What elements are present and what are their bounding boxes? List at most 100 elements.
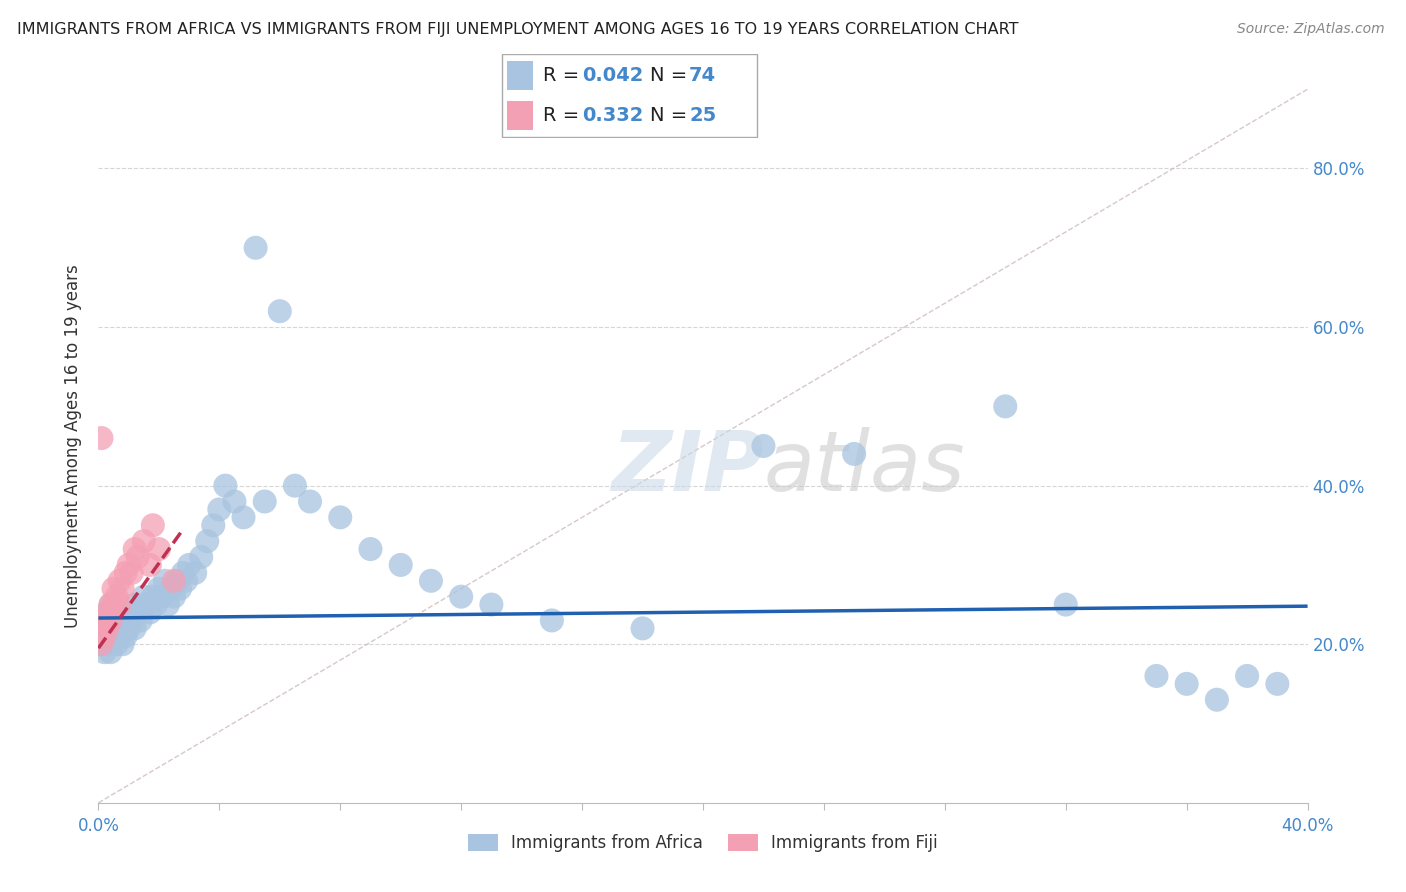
Point bbox=[124, 542, 146, 557]
FancyBboxPatch shape bbox=[502, 54, 756, 137]
Point bbox=[163, 590, 186, 604]
Point bbox=[1267, 677, 1289, 691]
Text: ZIP: ZIP bbox=[610, 427, 763, 508]
Point bbox=[284, 478, 307, 492]
Point bbox=[329, 510, 352, 524]
Text: IMMIGRANTS FROM AFRICA VS IMMIGRANTS FROM FIJI UNEMPLOYMENT AMONG AGES 16 TO 19 : IMMIGRANTS FROM AFRICA VS IMMIGRANTS FRO… bbox=[17, 22, 1018, 37]
Legend: Immigrants from Africa, Immigrants from Fiji: Immigrants from Africa, Immigrants from … bbox=[461, 827, 945, 859]
Point bbox=[114, 629, 136, 643]
Point bbox=[108, 598, 131, 612]
Point bbox=[631, 621, 654, 635]
Point bbox=[90, 637, 112, 651]
Point bbox=[299, 494, 322, 508]
Point bbox=[148, 582, 170, 596]
Point bbox=[111, 582, 134, 596]
Point bbox=[103, 629, 125, 643]
Point bbox=[1236, 669, 1258, 683]
Point bbox=[232, 510, 254, 524]
Point bbox=[389, 558, 412, 572]
Point bbox=[108, 614, 131, 628]
Point bbox=[139, 606, 162, 620]
Point bbox=[90, 621, 112, 635]
Point bbox=[100, 614, 122, 628]
Point bbox=[195, 534, 218, 549]
Point bbox=[208, 502, 231, 516]
Point bbox=[153, 574, 176, 588]
Point bbox=[93, 614, 115, 628]
Text: 0.042: 0.042 bbox=[582, 66, 644, 85]
Point bbox=[245, 241, 267, 255]
Point bbox=[114, 614, 136, 628]
Text: Source: ZipAtlas.com: Source: ZipAtlas.com bbox=[1237, 22, 1385, 37]
Point bbox=[190, 549, 212, 564]
Point bbox=[103, 614, 125, 628]
Point bbox=[420, 574, 443, 588]
Text: R =: R = bbox=[543, 66, 586, 85]
Point bbox=[156, 598, 179, 612]
Point bbox=[118, 558, 141, 572]
Text: N =: N = bbox=[650, 66, 693, 85]
Point bbox=[111, 621, 134, 635]
Point bbox=[360, 542, 382, 557]
Point bbox=[124, 598, 146, 612]
Point bbox=[450, 590, 472, 604]
Point bbox=[96, 629, 118, 643]
Point bbox=[1175, 677, 1198, 691]
Point bbox=[108, 629, 131, 643]
Point bbox=[96, 621, 118, 635]
Point bbox=[253, 494, 276, 508]
Point bbox=[202, 518, 225, 533]
Point bbox=[105, 637, 128, 651]
Point bbox=[148, 542, 170, 557]
Point bbox=[96, 606, 118, 620]
Text: 25: 25 bbox=[689, 106, 716, 125]
Point bbox=[994, 400, 1017, 414]
Point bbox=[121, 566, 143, 580]
Point bbox=[169, 582, 191, 596]
Point bbox=[145, 598, 167, 612]
Text: R =: R = bbox=[543, 106, 586, 125]
Point bbox=[93, 629, 115, 643]
Point bbox=[100, 621, 122, 635]
Point bbox=[103, 582, 125, 596]
Point bbox=[121, 614, 143, 628]
Point bbox=[174, 574, 197, 588]
Point bbox=[127, 549, 149, 564]
Point bbox=[1206, 692, 1229, 706]
Point bbox=[90, 637, 112, 651]
Point bbox=[124, 621, 146, 635]
Point bbox=[127, 606, 149, 620]
Point bbox=[163, 574, 186, 588]
Text: atlas: atlas bbox=[763, 427, 965, 508]
Point bbox=[105, 621, 128, 635]
Point bbox=[103, 598, 125, 612]
Bar bbox=[508, 101, 533, 130]
Point bbox=[100, 598, 122, 612]
Y-axis label: Unemployment Among Ages 16 to 19 years: Unemployment Among Ages 16 to 19 years bbox=[65, 264, 83, 628]
Point bbox=[139, 558, 162, 572]
Text: 74: 74 bbox=[689, 66, 716, 85]
Point bbox=[184, 566, 207, 580]
Point bbox=[132, 590, 155, 604]
Point bbox=[752, 439, 775, 453]
Point bbox=[214, 478, 236, 492]
Text: N =: N = bbox=[650, 106, 693, 125]
Text: 0.332: 0.332 bbox=[582, 106, 644, 125]
Point bbox=[100, 598, 122, 612]
Point bbox=[179, 558, 201, 572]
Point bbox=[540, 614, 562, 628]
Point bbox=[96, 606, 118, 620]
Point bbox=[1144, 669, 1167, 683]
Point bbox=[224, 494, 246, 508]
Point bbox=[166, 574, 188, 588]
Point bbox=[129, 614, 152, 628]
Bar bbox=[508, 62, 533, 90]
Point bbox=[90, 431, 112, 445]
Point bbox=[172, 566, 194, 580]
Point bbox=[90, 621, 112, 635]
Point bbox=[118, 606, 141, 620]
Point bbox=[111, 637, 134, 651]
Point bbox=[118, 621, 141, 635]
Point bbox=[142, 518, 165, 533]
Point bbox=[1054, 598, 1077, 612]
